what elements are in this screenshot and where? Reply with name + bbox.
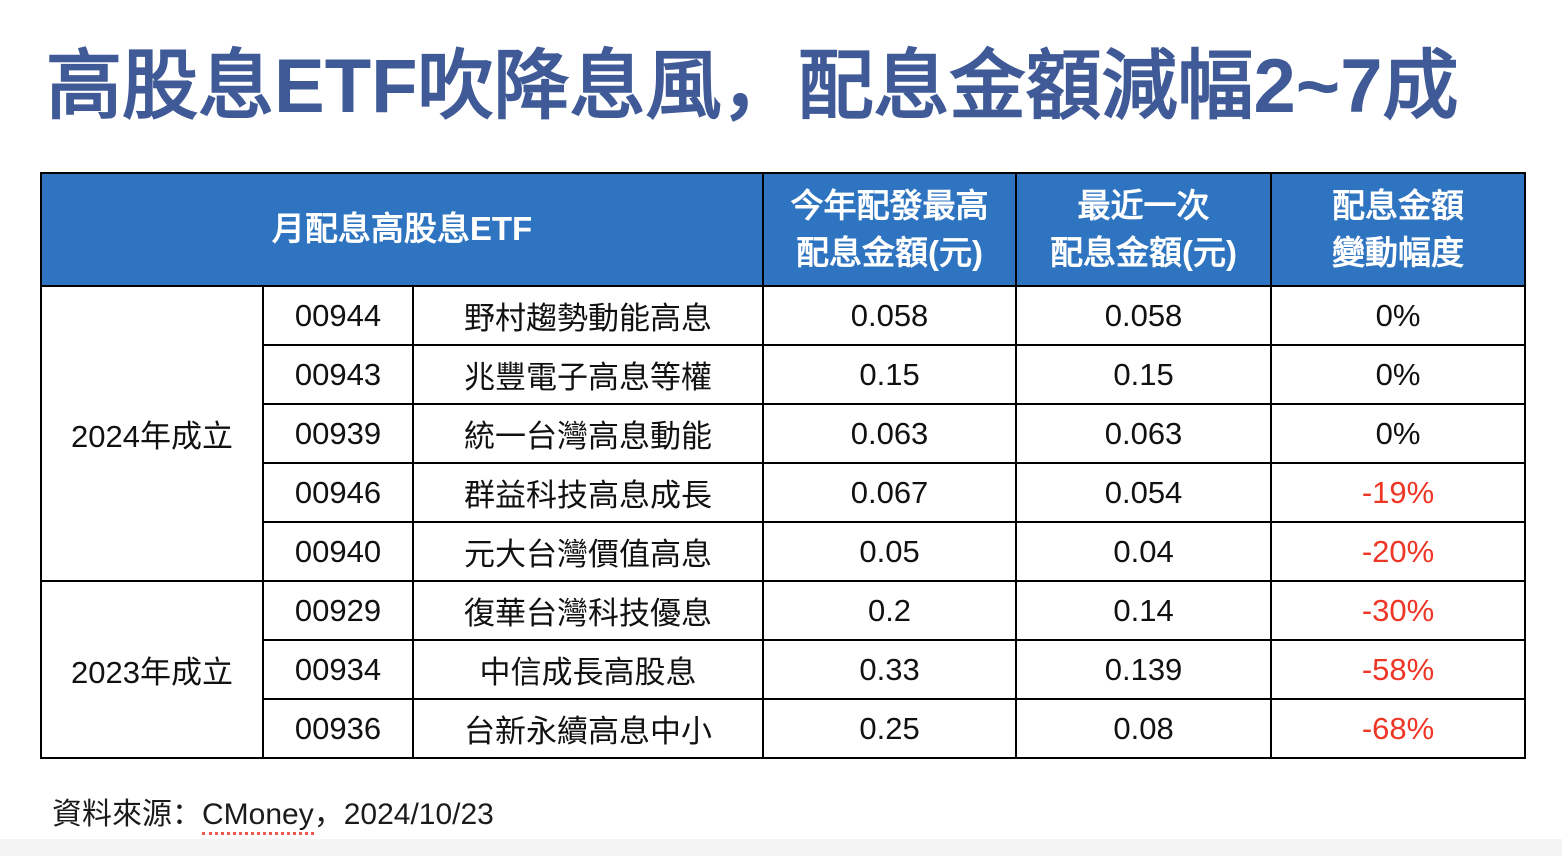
header-cell-latest-dividend: 最近一次配息金額(元) — [1015, 172, 1273, 287]
etf-code-cell: 00936 — [262, 698, 414, 759]
latest-dividend-cell: 0.063 — [1015, 403, 1273, 464]
header-line-2: 配息金額(元) — [1050, 233, 1237, 271]
table-row: 00939 統一台灣高息動能 0.063 0.063 0% — [41, 403, 1527, 464]
header-line-2: 配息金額(元) — [796, 233, 983, 271]
change-cell: -30% — [1270, 580, 1527, 641]
source-link[interactable]: CMoney — [202, 798, 314, 835]
header-cell-change: 配息金額 變動幅度 — [1270, 172, 1527, 287]
header-line-1: 最近一次 — [1077, 186, 1210, 224]
page-title: 高股息ETF吹降息風，配息金額減幅2~7成 — [46, 44, 1459, 129]
latest-dividend-cell: 0.058 — [1015, 285, 1273, 346]
etf-code-cell: 00944 — [262, 285, 414, 346]
source-prefix: 資料來源： — [52, 798, 202, 831]
table-row: 00943 兆豐電子高息等權 0.15 0.15 0% — [41, 344, 1527, 405]
etf-code-cell: 00946 — [262, 462, 414, 523]
max-dividend-cell: 0.15 — [762, 344, 1018, 405]
change-cell: -19% — [1270, 462, 1527, 523]
latest-dividend-cell: 0.08 — [1015, 698, 1273, 759]
etf-code-cell: 00929 — [262, 580, 414, 641]
etf-name-cell: 復華台灣科技優息 — [411, 580, 765, 641]
etf-code-cell: 00943 — [262, 344, 414, 405]
latest-dividend-cell: 0.15 — [1015, 344, 1273, 405]
etf-name-cell: 統一台灣高息動能 — [411, 403, 765, 464]
table-row: 00940 元大台灣價值高息 0.05 0.04 -20% — [41, 521, 1527, 582]
header-cell-etf: 月配息高股息ETF — [39, 172, 765, 287]
table-row: 00946 群益科技高息成長 0.067 0.054 -19% — [41, 462, 1527, 523]
group-year-cell: 2024年成立 — [40, 285, 264, 582]
etf-name-cell: 中信成長高股息 — [411, 639, 765, 700]
etf-code-cell: 00934 — [262, 639, 414, 700]
group-year-cell: 2023年成立 — [40, 580, 264, 759]
table-row: 2023年成立 00929 復華台灣科技優息 0.2 0.14 -30% — [40, 580, 1527, 759]
latest-dividend-cell: 0.14 — [1015, 580, 1273, 641]
header-line-2: 變動幅度 — [1332, 233, 1465, 271]
change-cell: 0% — [1270, 344, 1527, 405]
change-cell: -58% — [1270, 639, 1527, 700]
etf-code-cell: 00939 — [262, 403, 414, 464]
header-line-1: 今年配發最高 — [790, 186, 989, 224]
latest-dividend-cell: 0.04 — [1015, 521, 1273, 582]
etf-name-cell: 兆豐電子高息等權 — [411, 344, 765, 405]
bottom-strip — [0, 839, 1562, 856]
max-dividend-cell: 0.067 — [762, 462, 1018, 523]
source-note: 資料來源：CMoney，2024/10/23 — [52, 789, 494, 835]
max-dividend-cell: 0.063 — [762, 403, 1018, 464]
max-dividend-cell: 0.058 — [762, 285, 1018, 346]
etf-dividend-table: 月配息高股息ETF 今年配發最高 配息金額(元) 最近一次 配息金額(元) 配息金額… — [39, 172, 1527, 759]
header-line-1: 配息金額 — [1332, 186, 1465, 224]
etf-name-cell: 群益科技高息成長 — [411, 462, 765, 523]
source-suffix: ，2024/10/23 — [313, 798, 494, 831]
table-body: 2024年成立 00944 野村趨勢動能高息 0.058 0.058 0% 00943 兆豐電… — [40, 285, 1527, 759]
etf-code-cell: 00940 — [262, 521, 414, 582]
latest-dividend-cell: 0.139 — [1015, 639, 1273, 700]
max-dividend-cell: 0.33 — [762, 639, 1018, 700]
change-cell: -20% — [1270, 521, 1527, 582]
header-cell-max-dividend: 今年配發最高 配息金額(元) — [762, 172, 1018, 287]
max-dividend-cell: 0.25 — [762, 698, 1018, 759]
change-cell: -68% — [1270, 698, 1527, 759]
etf-name-cell: 台新永續高息中小 — [411, 698, 765, 759]
etf-name-cell: 元大台灣價值高息 — [411, 521, 765, 582]
change-cell: 0% — [1270, 285, 1527, 346]
table-row: 00936 台新永續高息中小 0.25 0.08 -68% — [41, 698, 1527, 759]
latest-dividend-cell: 0.054 — [1015, 462, 1273, 523]
max-dividend-cell: 0.2 — [762, 580, 1018, 641]
table-row: 2024年成立 00944 野村趨勢動能高息 0.058 0.058 0% — [40, 285, 1527, 582]
table-header-row: 月配息高股息ETF 今年配發最高 配息金額(元) 最近一次 配息金額(元) 配息金額… — [39, 172, 1527, 287]
table-row: 00934 中信成長高股息 0.33 0.139 -58% — [41, 639, 1527, 700]
change-cell: 0% — [1270, 403, 1527, 464]
max-dividend-cell: 0.05 — [762, 521, 1018, 582]
etf-name-cell: 野村趨勢動能高息 — [411, 285, 765, 346]
